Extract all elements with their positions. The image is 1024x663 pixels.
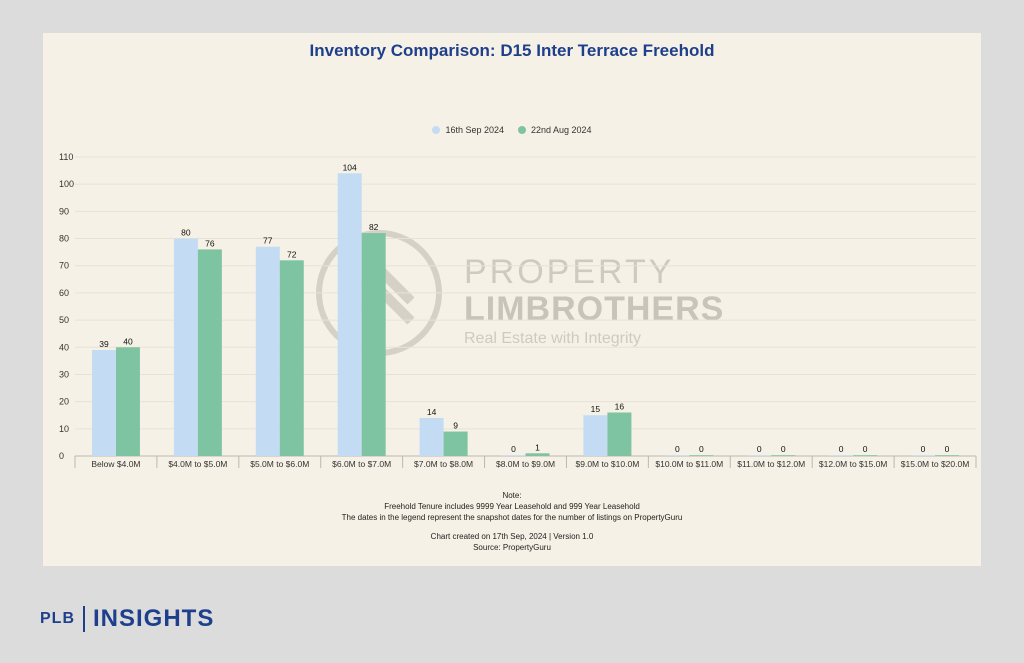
y-tick-label: 20 xyxy=(59,397,69,407)
x-tick-label: $10.0M to $11.0M xyxy=(655,459,723,469)
data-label: 1 xyxy=(535,442,540,452)
bar-series-1 xyxy=(255,246,280,456)
y-tick-label: 0 xyxy=(59,451,64,461)
legend-item-series-1: 16th Sep 2024 xyxy=(432,125,504,135)
chart-panel: Inventory Comparison: D15 Inter Terrace … xyxy=(43,33,981,566)
bar-series-2 xyxy=(689,455,714,456)
x-tick-label: $11.0M to $12.0M xyxy=(737,459,805,469)
legend-item-series-2: 22nd Aug 2024 xyxy=(518,125,592,135)
y-tick-label: 40 xyxy=(59,342,69,352)
data-label: 76 xyxy=(205,238,215,248)
bar-series-2 xyxy=(361,233,386,456)
data-label: 14 xyxy=(427,407,437,417)
bar-series-1 xyxy=(911,455,936,456)
note-line-1: Freehold Tenure includes 9999 Year Lease… xyxy=(384,502,640,511)
x-tick-label: $6.0M to $7.0M xyxy=(332,459,391,469)
bar-series-1 xyxy=(747,455,772,456)
y-tick-label: 10 xyxy=(59,424,69,434)
data-label: 104 xyxy=(343,162,357,172)
note-line-2: The dates in the legend represent the sn… xyxy=(341,513,683,522)
bar-series-1 xyxy=(91,349,116,456)
data-label: 16 xyxy=(615,402,625,412)
data-label: 72 xyxy=(287,249,297,259)
x-tick-label: $5.0M to $6.0M xyxy=(250,459,309,469)
data-label: 0 xyxy=(839,444,844,454)
legend-swatch-series-1 xyxy=(432,126,441,134)
bar-series-1 xyxy=(665,455,690,456)
data-label: 0 xyxy=(921,444,926,454)
y-tick-label: 110 xyxy=(59,152,73,162)
chart-title: Inventory Comparison: D15 Inter Terrace … xyxy=(309,41,715,60)
data-label: 77 xyxy=(263,236,273,246)
note-heading: Note: xyxy=(502,491,522,500)
data-label: 0 xyxy=(675,444,680,454)
bar-series-1 xyxy=(419,417,444,456)
x-tick-label: $8.0M to $9.0M xyxy=(496,459,555,469)
bar-series-1 xyxy=(829,455,854,456)
bar-series-2 xyxy=(115,347,140,456)
y-tick-label: 60 xyxy=(59,288,69,298)
bar-series-2 xyxy=(607,412,632,456)
bar-series-2 xyxy=(197,249,222,456)
bar-series-1 xyxy=(583,415,608,456)
x-tick-label: Below $4.0M xyxy=(91,459,140,469)
brand-insights: INSIGHTS xyxy=(93,605,215,632)
data-label: 82 xyxy=(369,222,379,232)
bar-series-2 xyxy=(853,455,878,456)
x-tick-label: $4.0M to $5.0M xyxy=(168,459,227,469)
chart-notes: Note: Freehold Tenure includes 9999 Year… xyxy=(218,490,806,553)
x-tick-label: $7.0M to $8.0M xyxy=(414,459,473,469)
data-label: 0 xyxy=(511,444,516,454)
note-source: Source: PropertyGuru xyxy=(473,543,551,552)
y-tick-label: 30 xyxy=(59,369,69,379)
data-label: 40 xyxy=(123,336,133,346)
data-label: 0 xyxy=(699,444,704,454)
y-tick-label: 70 xyxy=(59,261,69,271)
x-tick-label: $12.0M to $15.0M xyxy=(819,459,888,469)
data-label: 0 xyxy=(863,444,868,454)
bar-series-2 xyxy=(771,455,796,456)
bar-series-2 xyxy=(279,260,304,456)
bar-series-2 xyxy=(935,455,960,456)
legend-label-series-1: 16th Sep 2024 xyxy=(445,125,504,135)
x-tick-label: $9.0M to $10.0M xyxy=(576,459,640,469)
data-label: 9 xyxy=(453,421,458,431)
data-label: 0 xyxy=(757,444,762,454)
bar-series-2 xyxy=(525,453,550,456)
y-tick-label: 80 xyxy=(59,234,69,244)
data-label: 80 xyxy=(181,228,191,238)
brand-plb: PLB xyxy=(40,610,75,627)
y-tick-label: 90 xyxy=(59,206,69,216)
data-label: 0 xyxy=(945,444,950,454)
y-tick-label: 100 xyxy=(59,179,74,189)
data-label: 15 xyxy=(591,404,601,414)
bar-series-1 xyxy=(173,238,198,456)
data-label: 39 xyxy=(99,339,109,349)
y-tick-label: 50 xyxy=(59,315,69,325)
bar-series-1 xyxy=(337,173,362,457)
data-label: 0 xyxy=(781,444,786,454)
legend-label-series-2: 22nd Aug 2024 xyxy=(531,125,592,135)
x-tick-label: $15.0M to $20.0M xyxy=(901,459,970,469)
bar-series-2 xyxy=(443,431,468,456)
bar-series-1 xyxy=(501,455,526,456)
chart-legend: 16th Sep 2024 22nd Aug 2024 xyxy=(43,125,981,135)
brand-logo: PLB INSIGHTS xyxy=(40,605,214,633)
legend-swatch-series-2 xyxy=(518,126,526,134)
brand-divider xyxy=(83,606,85,632)
note-created: Chart created on 17th Sep, 2024 | Versio… xyxy=(430,532,594,541)
